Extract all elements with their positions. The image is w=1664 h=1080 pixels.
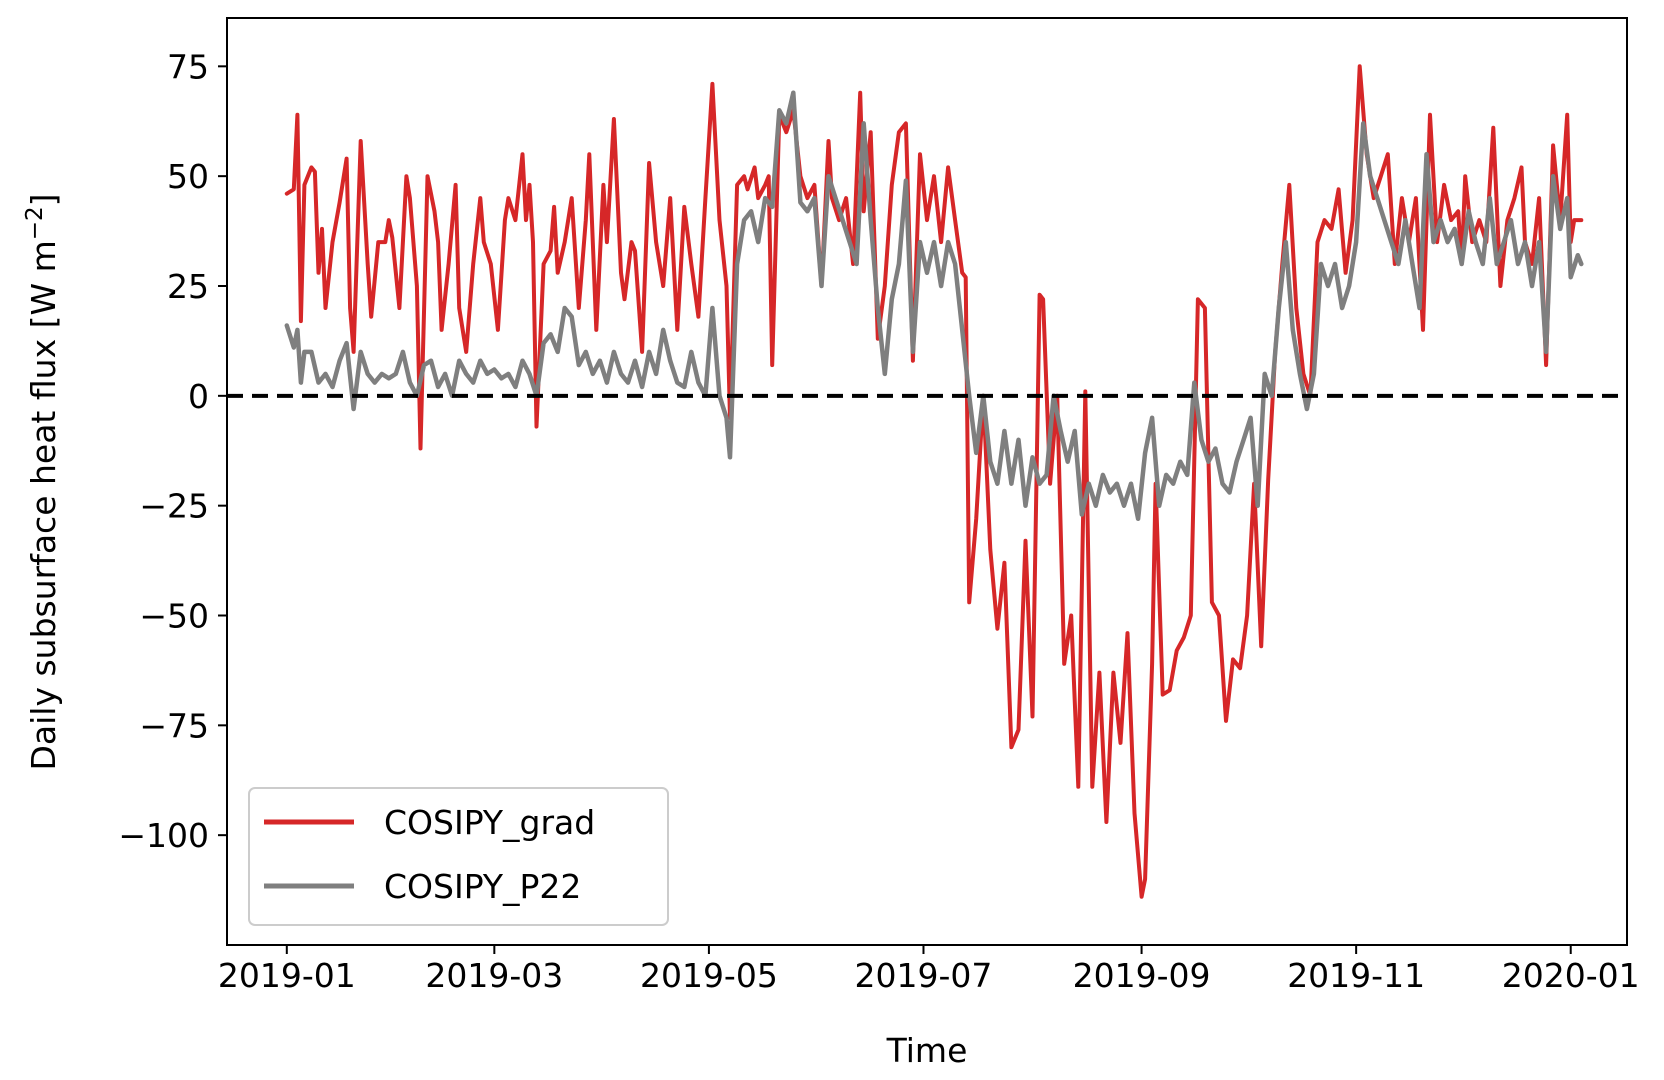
y-tick-label: −75: [139, 706, 209, 745]
x-tick-label: 2019-03: [425, 956, 563, 995]
y-tick-label: −100: [118, 816, 209, 855]
x-axis-label: Time: [886, 1031, 968, 1070]
y-tick-label: 0: [188, 377, 209, 416]
y-tick-label: 25: [167, 267, 209, 306]
x-tick-label: 2020-01: [1502, 956, 1640, 995]
x-tick-label: 2019-11: [1287, 956, 1425, 995]
y-axis-label: Daily subsurface heat flux [W m−2]: [22, 193, 63, 770]
y-axis-label-main: Daily subsurface heat flux [W m: [24, 240, 63, 770]
y-axis-label-close: ]: [24, 193, 63, 206]
series-line-cosipy-p22: [284, 90, 1584, 522]
x-tick-label: 2019-05: [640, 956, 778, 995]
x-axis: 2019-01 2019-03 2019-05 2019-07 2019-09 2019-…: [218, 945, 1640, 995]
y-axis: 75 50 25 0 −25 −50 −75 −100: [118, 47, 227, 855]
x-tick-label: 2019-07: [855, 956, 993, 995]
legend: COSIPY_grad COSIPY_P22: [248, 787, 669, 926]
axes-frame: [226, 17, 1628, 946]
legend-label-cosipy-p22: COSIPY_P22: [384, 867, 581, 906]
x-tick-label: 2019-01: [218, 956, 356, 995]
y-tick-label: 75: [167, 47, 209, 86]
plot-area: [227, 64, 1627, 899]
y-axis-label-superscript: −2: [22, 206, 48, 240]
y-tick-label: −25: [139, 487, 209, 526]
series-line-cosipy-grad: [284, 64, 1584, 899]
y-tick-label: 50: [167, 157, 209, 196]
x-tick-label: 2019-09: [1073, 956, 1211, 995]
y-tick-label: −50: [139, 596, 209, 635]
legend-label-cosipy-grad: COSIPY_grad: [384, 803, 595, 842]
